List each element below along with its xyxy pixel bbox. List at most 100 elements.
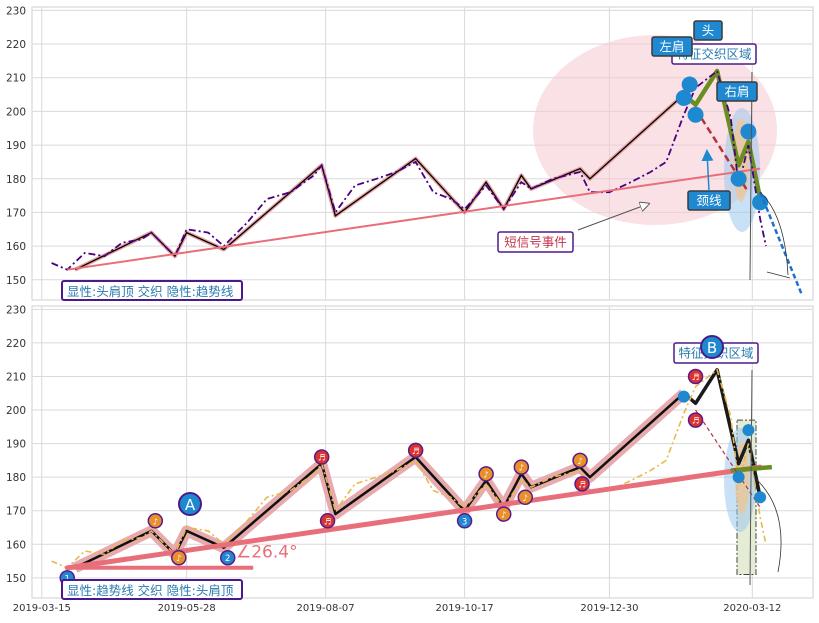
point-a-label: A	[185, 496, 196, 514]
y-tick-label: 190	[6, 140, 26, 152]
trendline	[64, 464, 763, 571]
marker-label: ♬	[412, 447, 420, 457]
marker-label: ♪	[483, 470, 488, 480]
bottom-series	[51, 368, 773, 573]
bottom-panel: ∠26.4°1♪♪2♬♬♬3♪♪♪♪♪♬♬♬A特征交织区域B 150160170…	[6, 304, 814, 614]
marker-point	[495, 506, 512, 522]
y-tick-label: 200	[6, 106, 26, 118]
x-tick-label: 2020-03-12	[723, 603, 781, 614]
y-tick-label: 150	[6, 573, 26, 585]
marker-point	[687, 412, 704, 428]
event-arrow	[577, 204, 648, 231]
marker-label: ♬	[318, 454, 326, 464]
x-tick-label: 2019-05-28	[158, 603, 216, 614]
y-tick-label: 160	[6, 539, 26, 551]
y-tick-label: 220	[6, 338, 26, 350]
marker-point	[687, 368, 704, 385]
marker-point	[513, 459, 530, 475]
head-label: 头	[702, 23, 715, 38]
vertical-pointer	[749, 71, 753, 281]
bottom-caption: 显性:趋势线 交织 隐性:头肩顶	[61, 579, 243, 600]
neckline-pointer	[701, 149, 714, 192]
hidden-neckline	[695, 409, 761, 508]
y-tick-label: 230	[6, 5, 26, 17]
bottom-y-axis: 150 160 170 180 190 200 210 220 230	[6, 304, 26, 585]
top-y-axis: 150 160 170 180 190 200 210 220 230	[6, 5, 26, 286]
y-tick-label: 190	[6, 439, 26, 451]
marker-label: ♪	[523, 494, 528, 504]
marker-point	[407, 442, 424, 459]
marker-point	[478, 466, 494, 482]
pattern-point	[681, 76, 698, 93]
projection-arc	[754, 477, 782, 573]
y-tick-label: 200	[6, 405, 26, 417]
marker-label: ♬	[692, 417, 700, 427]
y-tick-label: 220	[6, 39, 26, 51]
left-shoulder-label: 左肩	[659, 39, 684, 54]
point-a-badge	[178, 492, 202, 516]
x-tick-label: 2019-03-15	[13, 603, 71, 614]
marker-label: 3	[462, 517, 467, 527]
y-tick-label: 180	[6, 472, 26, 484]
top-caption-text: 显性:头肩顶 交织 隐性:趋势线	[67, 284, 234, 299]
marker-point	[171, 549, 187, 566]
pattern-point	[730, 170, 747, 187]
y-tick-label: 180	[6, 174, 26, 186]
x-tick-label: 2019-10-17	[436, 603, 494, 614]
neckline	[700, 117, 750, 193]
y-tick-label: 230	[6, 304, 26, 316]
projection-line	[758, 191, 803, 294]
marker-point	[319, 513, 336, 529]
head-shoulder-line	[682, 68, 763, 200]
marker-label: ♪	[176, 554, 181, 564]
projection-tick	[766, 271, 791, 279]
marker-label: ♪	[577, 457, 582, 467]
top-series	[51, 68, 767, 272]
event-label-box	[497, 231, 574, 253]
pattern-point	[754, 491, 767, 504]
projection-arc	[759, 191, 789, 276]
marker-label: 2	[225, 554, 230, 564]
y-tick-label: 150	[6, 275, 26, 287]
y-tick-label: 210	[6, 73, 26, 85]
point-b-label: B	[707, 339, 717, 357]
right-shoulder-label: 右肩	[724, 84, 749, 99]
pattern-point	[687, 106, 704, 123]
marker-point	[147, 513, 164, 529]
marker-label: ♪	[153, 517, 158, 527]
marker-point	[313, 449, 330, 465]
neckline-label: 颈线	[696, 193, 722, 208]
head-shoulder-line	[682, 368, 762, 498]
marker-label: ♪	[519, 464, 524, 474]
x-tick-label: 2019-08-07	[297, 603, 355, 614]
bottom-overlay: ∠26.4°1♪♪2♬♬♬3♪♪♪♪♪♬♬♬A特征交织区域B	[59, 335, 782, 586]
vertical-pointer	[749, 369, 753, 586]
y-tick-label: 170	[6, 506, 26, 518]
marker-label: ♪	[501, 511, 506, 521]
pattern-point	[677, 390, 690, 403]
event-label: 短信号事件	[504, 235, 567, 250]
marker-point	[219, 549, 236, 566]
x-axis: 2019-03-15 2019-05-28 2019-08-07 2019-10-17…	[13, 603, 782, 614]
bottom-caption-text: 显性:趋势线 交织 隐性:头肩顶	[67, 583, 234, 598]
marker-point	[574, 476, 590, 492]
marker-label: ♬	[578, 480, 586, 490]
interlace-region-label: 特征交织区域	[676, 47, 751, 62]
marker-label: ♬	[692, 373, 700, 383]
marker-point	[517, 489, 534, 506]
pattern-point	[675, 89, 692, 106]
pattern-point	[742, 424, 755, 437]
marker-point	[456, 513, 473, 529]
marker-point	[572, 452, 588, 469]
marker-label: ♬	[324, 517, 332, 527]
x-tick-label: 2019-12-30	[580, 603, 638, 614]
pattern-point	[740, 123, 757, 140]
trend-angle-label: ∠26.4°	[236, 543, 298, 563]
trendline	[67, 167, 761, 271]
head-label-box	[693, 20, 723, 41]
top-caption: 显性:头肩顶 交织 隐性:趋势线	[61, 280, 243, 301]
